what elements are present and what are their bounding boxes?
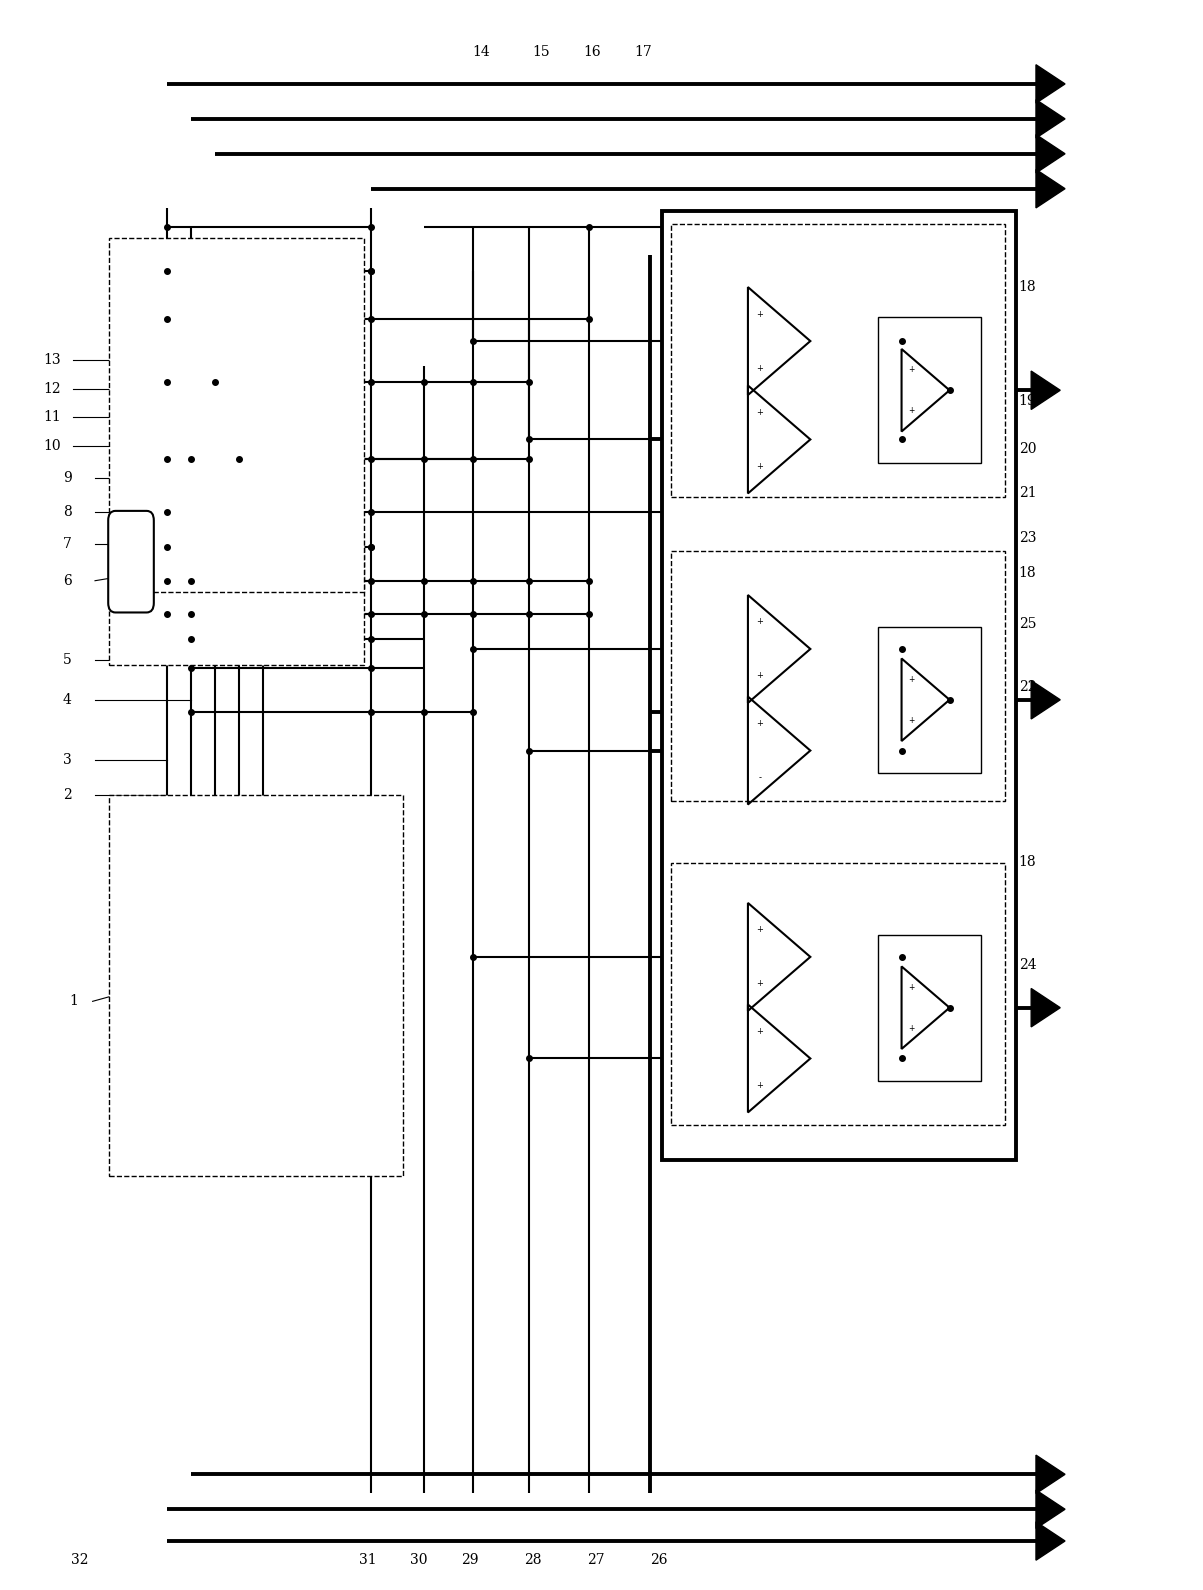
Text: +: + <box>757 925 764 935</box>
Text: 2: 2 <box>63 789 72 801</box>
Polygon shape <box>1036 135 1065 173</box>
Bar <box>671 863 1005 1126</box>
Polygon shape <box>1036 1490 1065 1528</box>
Bar <box>680 561 994 790</box>
Text: 14: 14 <box>473 45 491 59</box>
Text: 28: 28 <box>525 1553 541 1568</box>
Text: 31: 31 <box>358 1553 377 1568</box>
Text: 6: 6 <box>63 574 72 588</box>
Text: 5: 5 <box>63 653 72 668</box>
Polygon shape <box>1036 65 1065 103</box>
Text: 25: 25 <box>1019 617 1036 631</box>
Bar <box>680 871 994 1113</box>
Text: 9: 9 <box>63 471 72 485</box>
Text: 30: 30 <box>410 1553 428 1568</box>
Bar <box>158 347 326 442</box>
Text: 21: 21 <box>1019 487 1037 501</box>
Text: 18: 18 <box>1019 566 1037 580</box>
Polygon shape <box>1031 989 1060 1027</box>
Bar <box>122 811 391 1161</box>
Polygon shape <box>1031 370 1060 410</box>
Bar <box>109 238 363 591</box>
Bar <box>158 291 326 350</box>
Text: 17: 17 <box>635 45 652 59</box>
Text: 11: 11 <box>43 410 60 425</box>
Bar <box>191 553 297 644</box>
Text: +: + <box>908 1024 914 1034</box>
Bar <box>671 550 1005 801</box>
Text: 18: 18 <box>1019 280 1037 294</box>
Bar <box>148 296 338 493</box>
Bar <box>109 547 363 665</box>
Bar <box>662 211 1015 1161</box>
Bar <box>671 224 1005 496</box>
Text: +: + <box>757 979 764 989</box>
Text: +: + <box>908 983 914 992</box>
Text: +: + <box>908 674 914 684</box>
Text: 8: 8 <box>63 506 72 520</box>
Text: 23: 23 <box>1019 531 1036 545</box>
Text: +: + <box>757 719 764 728</box>
Text: +: + <box>757 617 764 626</box>
Text: 24: 24 <box>1019 957 1037 971</box>
Text: 7: 7 <box>63 537 72 552</box>
Text: +: + <box>757 409 764 417</box>
Text: 26: 26 <box>651 1553 668 1568</box>
Text: 18: 18 <box>1019 855 1037 868</box>
Bar <box>109 795 403 1177</box>
Text: 1: 1 <box>69 994 78 1008</box>
Polygon shape <box>1036 170 1065 208</box>
Text: +: + <box>757 671 764 681</box>
Text: 27: 27 <box>587 1553 604 1568</box>
Bar <box>877 318 980 463</box>
Polygon shape <box>1036 1522 1065 1560</box>
Polygon shape <box>1036 100 1065 138</box>
Text: 32: 32 <box>71 1553 88 1568</box>
Bar <box>877 935 980 1081</box>
Text: +: + <box>908 716 914 725</box>
Text: +: + <box>757 364 764 372</box>
Text: +: + <box>757 1027 764 1037</box>
Text: -: - <box>758 773 761 782</box>
Text: +: + <box>908 407 914 415</box>
Text: 4: 4 <box>63 693 72 708</box>
Bar <box>680 245 994 485</box>
Text: +: + <box>757 1081 764 1091</box>
Text: 16: 16 <box>583 45 600 59</box>
Text: +: + <box>757 463 764 471</box>
Text: 15: 15 <box>533 45 550 59</box>
Text: +: + <box>908 366 914 374</box>
Text: 12: 12 <box>43 382 60 396</box>
FancyBboxPatch shape <box>108 510 154 612</box>
Text: 3: 3 <box>63 754 72 766</box>
Text: +: + <box>757 310 764 318</box>
Bar <box>877 626 980 773</box>
Bar <box>158 335 326 394</box>
Text: 19: 19 <box>1019 394 1037 409</box>
Text: 13: 13 <box>43 353 60 367</box>
Polygon shape <box>1036 1455 1065 1493</box>
Text: 20: 20 <box>1019 442 1036 456</box>
Text: 10: 10 <box>43 439 60 453</box>
Text: 22: 22 <box>1019 681 1036 695</box>
Text: 29: 29 <box>461 1553 479 1568</box>
Polygon shape <box>1031 681 1060 719</box>
